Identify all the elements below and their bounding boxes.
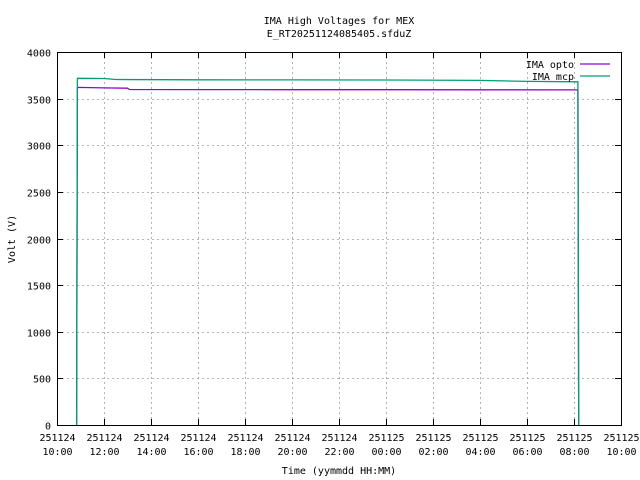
series-line — [75, 77, 580, 426]
y-tick-label: 4000 — [27, 49, 51, 60]
x-tick-time: 14:00 — [136, 447, 166, 458]
x-tick-time: 08:00 — [559, 447, 589, 458]
ticks — [57, 52, 622, 426]
x-tick-time: 10:00 — [606, 447, 636, 458]
x-tick-time: 06:00 — [512, 447, 542, 458]
x-tick-date: 251124 — [321, 433, 357, 444]
series-line — [75, 86, 580, 426]
x-tick-time: 04:00 — [465, 447, 495, 458]
x-tick-labels: 251124 10:00 251124 12:00 251124 14:00 251124 1… — [39, 433, 639, 458]
legend-label: IMA mcp — [532, 72, 574, 83]
x-tick-date: 251124 — [39, 433, 75, 444]
x-tick-date: 251124 — [274, 433, 310, 444]
y-tick-labels: 0 500 1000 1500 2000 2500 3000 3500 4000 — [27, 49, 51, 433]
x-tick-date: 251124 — [227, 433, 263, 444]
x-tick-time: 18:00 — [230, 447, 260, 458]
x-tick-time: 12:00 — [89, 447, 119, 458]
x-tick-date: 251124 — [133, 433, 169, 444]
x-tick-date: 251125 — [462, 433, 498, 444]
x-axis-label: Time (yymmdd HH:MM) — [282, 466, 396, 477]
y-tick-label: 1000 — [27, 329, 51, 340]
y-tick-label: 2000 — [27, 236, 51, 247]
grid — [57, 52, 621, 425]
y-tick-label: 3500 — [27, 96, 51, 107]
x-tick-date: 251124 — [86, 433, 122, 444]
x-tick-date: 251125 — [415, 433, 451, 444]
chart-subtitle: E_RT20251124085405.sfduZ — [267, 29, 412, 40]
y-tick-label: 500 — [33, 375, 51, 386]
y-tick-label: 1500 — [27, 282, 51, 293]
x-tick-time: 00:00 — [371, 447, 401, 458]
y-axis-label: Volt (V) — [7, 215, 18, 263]
y-tick-label: 3000 — [27, 142, 51, 153]
x-tick-time: 20:00 — [277, 447, 307, 458]
series-lines — [75, 77, 580, 426]
x-tick-date: 251124 — [180, 433, 216, 444]
x-tick-date: 251125 — [509, 433, 545, 444]
x-tick-date: 251125 — [368, 433, 404, 444]
x-tick-date: 251125 — [556, 433, 592, 444]
chart-title: IMA High Voltages for MEX — [264, 16, 415, 27]
x-tick-time: 16:00 — [183, 447, 213, 458]
x-tick-time: 22:00 — [324, 447, 354, 458]
legend-label: IMA opto — [526, 60, 574, 71]
x-tick-date: 251125 — [603, 433, 639, 444]
x-tick-time: 10:00 — [42, 447, 72, 458]
y-tick-label: 0 — [45, 422, 51, 433]
x-tick-time: 02:00 — [418, 447, 448, 458]
y-tick-label: 2500 — [27, 189, 51, 200]
